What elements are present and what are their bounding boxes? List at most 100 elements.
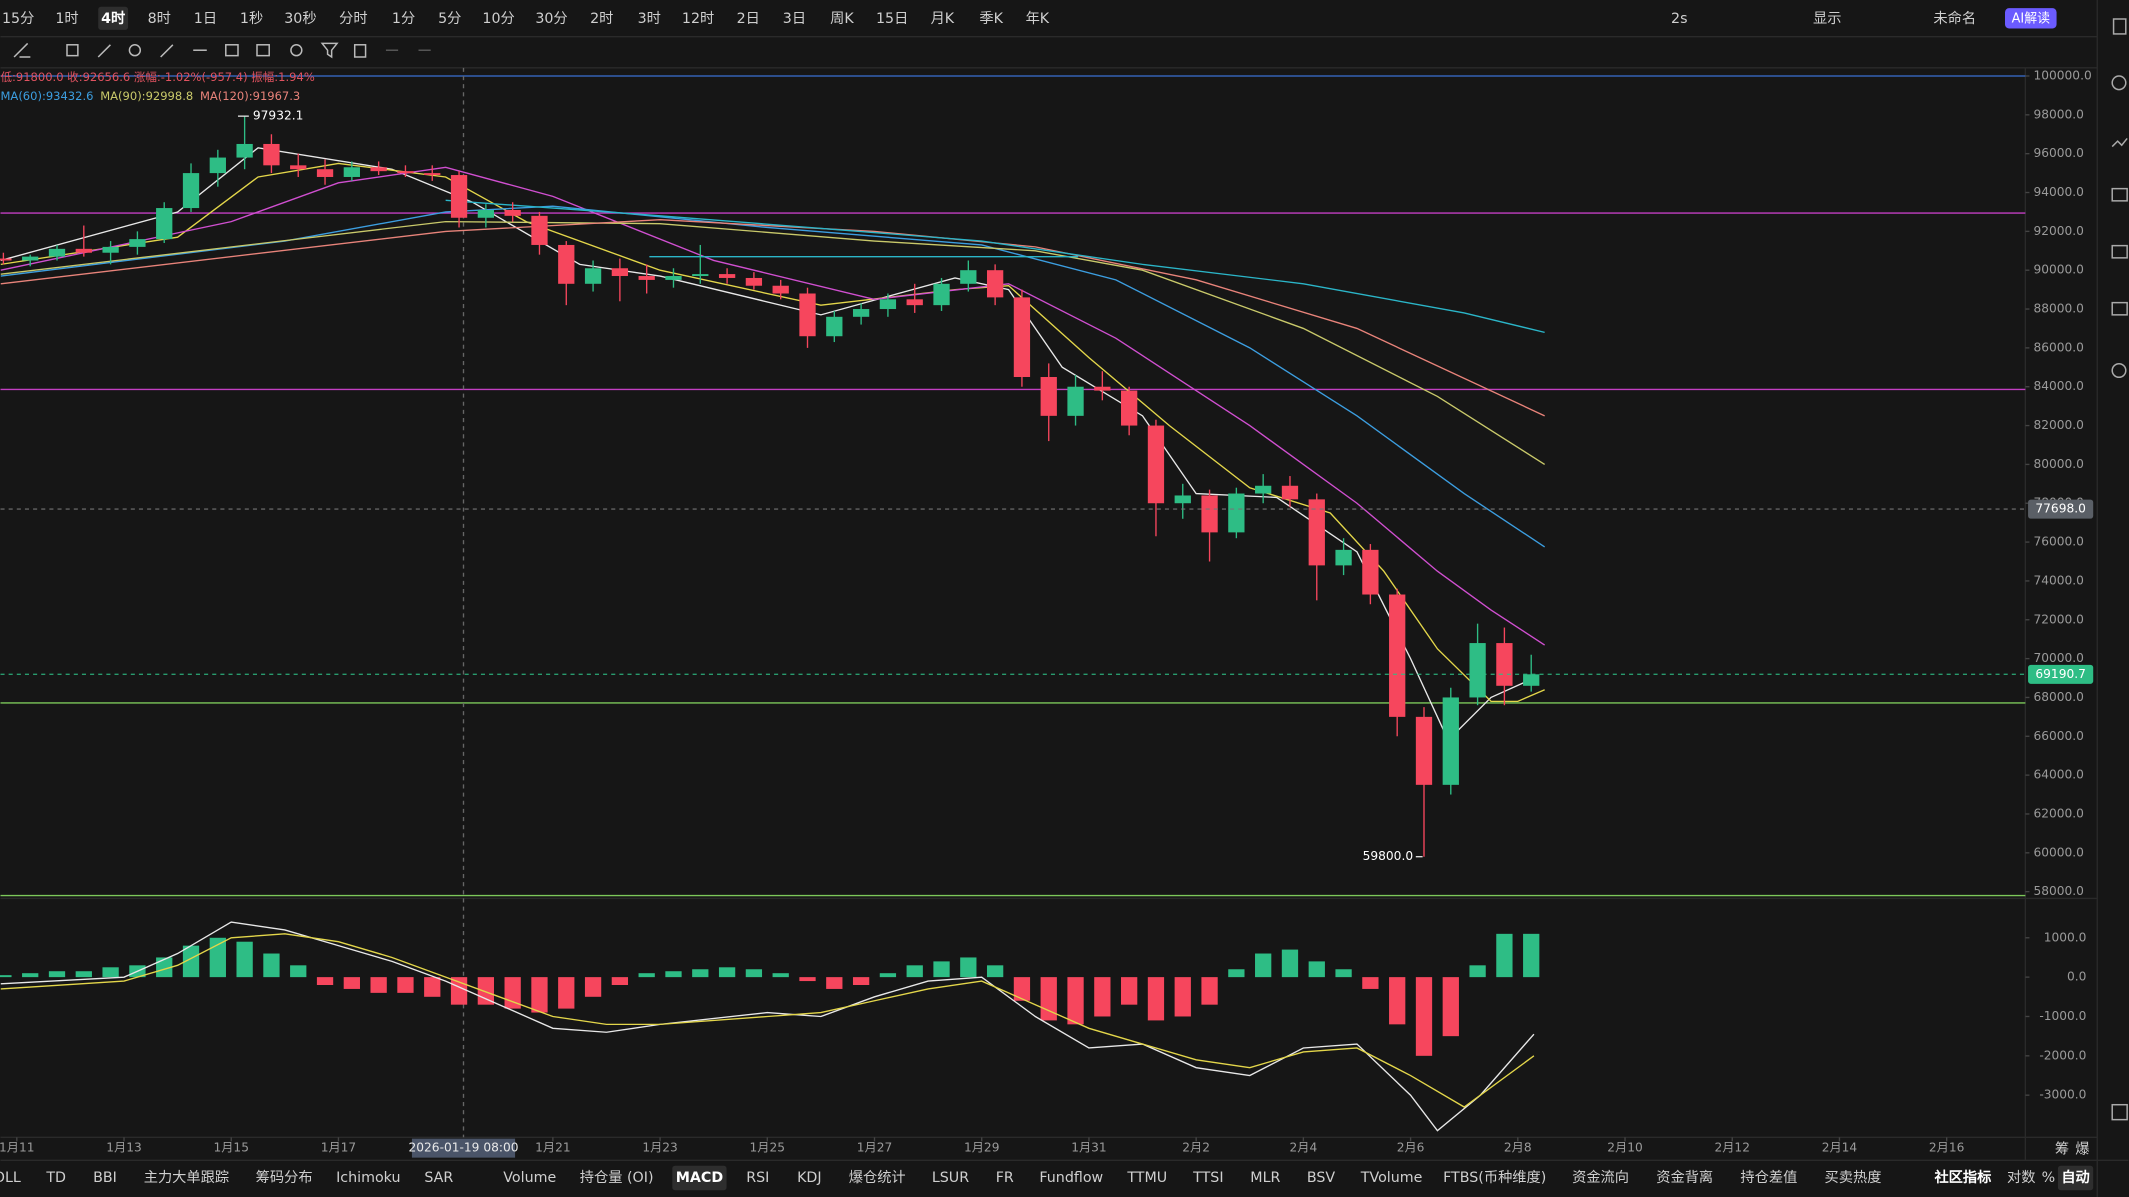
indicator-tab[interactable]: BSV	[1307, 1170, 1336, 1186]
macd-bar	[102, 967, 119, 978]
drawing-tools[interactable]	[13, 42, 431, 59]
indicator-tab[interactable]: Ichimoku	[336, 1170, 400, 1186]
tool-icon[interactable]	[256, 44, 270, 57]
timeframe-tab[interactable]: 1时	[55, 10, 78, 27]
candle-body	[665, 276, 682, 280]
indicator-tab[interactable]: Fundflow	[1039, 1170, 1103, 1186]
candle-body	[1147, 425, 1165, 504]
tool-icon[interactable]	[160, 44, 174, 58]
indicator-option[interactable]: 自动	[2061, 1168, 2089, 1186]
indicator-tab[interactable]: 爆仓统计	[849, 1169, 906, 1186]
timeframe-tab[interactable]: 3日	[783, 11, 806, 27]
x-tick-label: 1月17	[321, 1141, 357, 1155]
sidebar-icon[interactable]	[2111, 362, 2127, 379]
timeframe-tab[interactable]: 4时	[101, 10, 125, 27]
indicator-tab[interactable]: OLL	[0, 1170, 21, 1186]
toolbar-button[interactable]: AI解读	[2012, 12, 2050, 27]
indicator-tab[interactable]: 筹码分布	[256, 1169, 313, 1186]
tool-icon[interactable]	[128, 44, 142, 57]
x-tick-label: 2月16	[1929, 1141, 1964, 1155]
indicator-tab[interactable]: RSI	[746, 1170, 769, 1186]
timeframe-tab[interactable]: 月K	[931, 11, 955, 27]
indicator-tab[interactable]: SAR	[424, 1170, 453, 1186]
timeframe-tab[interactable]: 1分	[392, 10, 415, 27]
y-tick-label: 98000.0	[2034, 107, 2084, 121]
indicator-tab[interactable]: TVolume	[1360, 1170, 1423, 1186]
candle-body	[343, 167, 360, 177]
timeframe-tab[interactable]: 1日	[194, 11, 217, 27]
tool-icon[interactable]	[66, 44, 79, 57]
timeframe-tab[interactable]: 周K	[830, 11, 854, 27]
indicator-tab[interactable]: 资金背离	[1656, 1169, 1713, 1186]
timeframe-tab[interactable]: 年K	[1026, 10, 1050, 27]
toolbar-button[interactable]: 未命名	[1933, 9, 1976, 27]
indicator-tab[interactable]: 资金流向	[1572, 1169, 1629, 1186]
side-label[interactable]: 筹	[2055, 1141, 2069, 1158]
sidebar-icon[interactable]	[2111, 301, 2128, 316]
toolbar-button[interactable]: 2s	[1671, 11, 1687, 27]
macd-bar	[906, 965, 923, 978]
tool-icon[interactable]	[320, 42, 339, 59]
indicator-tab[interactable]: TTSI	[1192, 1170, 1223, 1186]
timeframe-tab[interactable]: 30分	[535, 10, 567, 27]
candle-body	[102, 246, 119, 253]
side-label[interactable]: 爆	[2075, 1141, 2089, 1158]
tool-icon[interactable]	[353, 44, 367, 58]
indicator-tab[interactable]: TTMU	[1126, 1170, 1167, 1186]
timeframe-tab[interactable]: 分时	[339, 10, 367, 27]
sidebar-icon[interactable]	[2111, 187, 2128, 202]
indicator-tab[interactable]: 买卖热度	[1825, 1169, 1882, 1186]
indicator-option[interactable]: 对数	[2007, 1169, 2035, 1186]
indicator-tab[interactable]: LSUR	[932, 1170, 969, 1186]
candle-body	[718, 274, 736, 278]
toolbar-button[interactable]: 显示	[1813, 11, 1841, 27]
indicator-tab[interactable]: FR	[996, 1170, 1014, 1186]
indicator-tab[interactable]: 持仓差值	[1740, 1169, 1797, 1186]
tool-icon[interactable]	[290, 44, 303, 57]
sidebar-icon[interactable]	[2111, 75, 2127, 91]
timeframe-tab[interactable]: 5分	[438, 10, 461, 27]
sidebar-icon[interactable]	[2111, 1103, 2128, 1121]
indicator-tab[interactable]: TD	[45, 1170, 66, 1186]
indicator-tab[interactable]: BBI	[93, 1170, 117, 1186]
indicator-option[interactable]: %	[2042, 1170, 2056, 1186]
macd-bar	[290, 965, 307, 978]
timeframe-tab[interactable]: 15日	[876, 11, 908, 27]
candle-body	[75, 248, 92, 253]
timeframe-tab[interactable]: 15分	[2, 10, 34, 27]
indicator-tab[interactable]: MACD	[676, 1170, 724, 1186]
timeframe-tab[interactable]: 10分	[482, 10, 514, 27]
indicator-option[interactable]: 社区指标	[1933, 1168, 1991, 1186]
candle-body	[1415, 716, 1433, 785]
timeframe-tab[interactable]: 3时	[638, 10, 661, 27]
timeframe-tab[interactable]: 2日	[737, 11, 760, 27]
tool-icon[interactable]	[225, 44, 239, 57]
timeframe-tab[interactable]: 2时	[590, 10, 613, 27]
tool-icon[interactable]	[13, 42, 31, 58]
right-sidebar[interactable]	[2111, 18, 2128, 1121]
sidebar-icon[interactable]	[2111, 244, 2128, 259]
timeframe-tab[interactable]: 12时	[682, 10, 714, 27]
indicator-tab[interactable]: Volume	[503, 1170, 556, 1186]
indicator-tab[interactable]: MLR	[1250, 1170, 1280, 1186]
timeframe-tab[interactable]: 1秒	[240, 10, 263, 27]
macd-bar	[1067, 977, 1084, 1025]
indicator-tab[interactable]: KDJ	[797, 1170, 821, 1186]
tool-icon[interactable]	[97, 44, 111, 58]
indicator-tab[interactable]: 持仓量 (OI)	[580, 1169, 654, 1186]
y-tick-label: 82000.0	[2034, 418, 2084, 432]
timeframe-tab[interactable]: 30秒	[284, 10, 316, 27]
x-tick-label: 1月11	[0, 1141, 35, 1155]
candle-body	[1308, 499, 1325, 566]
sidebar-icon[interactable]	[2112, 18, 2127, 35]
indicator-tab[interactable]: FTBS(币种维度)	[1443, 1169, 1546, 1186]
timeframe-tab[interactable]: 8时	[148, 10, 171, 27]
y-tick-label: 62000.0	[2034, 806, 2084, 820]
x-tick-label: 2月14	[1822, 1141, 1858, 1155]
timeframe-tab[interactable]: 季K	[979, 10, 1003, 27]
ai-button[interactable]	[2005, 8, 2057, 29]
macd-bar	[1281, 949, 1299, 978]
indicator-tab[interactable]: 主力大单跟踪	[144, 1169, 229, 1186]
sidebar-icon[interactable]	[2111, 137, 2128, 148]
